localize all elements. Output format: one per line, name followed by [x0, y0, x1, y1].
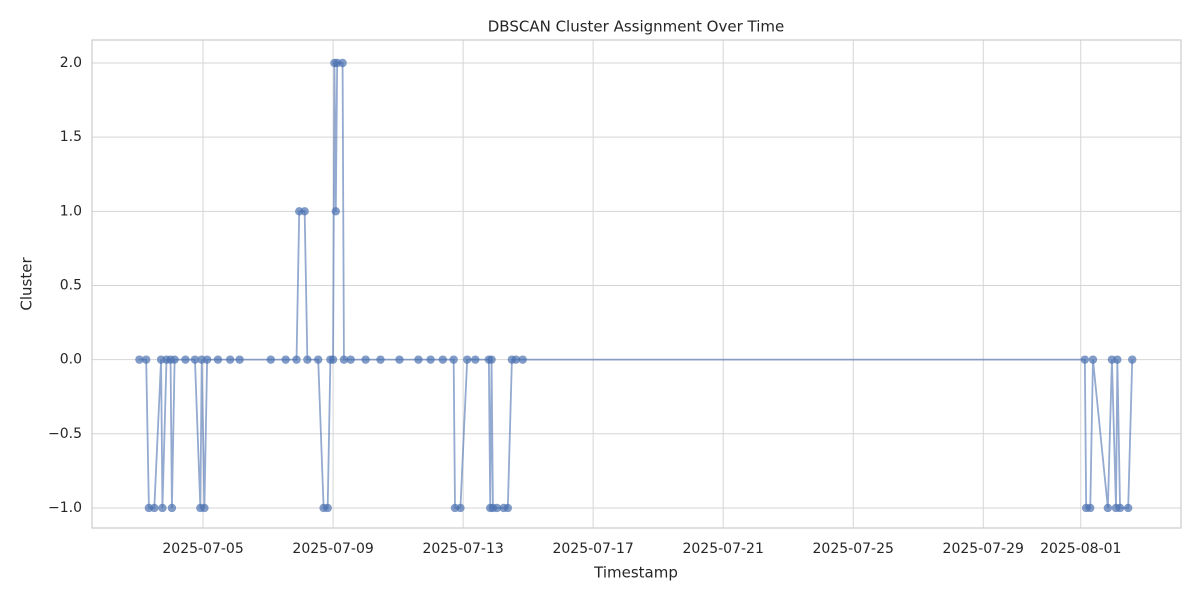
data-point [181, 355, 190, 364]
data-point [1088, 355, 1098, 364]
data-point [135, 355, 144, 364]
y-tick-label: −0.5 [48, 426, 82, 442]
data-point [1103, 503, 1113, 513]
plot-frame [91, 39, 1182, 529]
x-tick-label: 2025-07-13 [422, 541, 503, 557]
data-point [449, 355, 458, 364]
y-tick-label: 0.0 [60, 352, 82, 368]
data-point [346, 355, 355, 364]
y-tick-label: 1.5 [60, 129, 82, 145]
data-point [426, 355, 435, 364]
y-tick-label: 0.5 [60, 277, 82, 293]
data-point [331, 207, 341, 216]
data-point [190, 355, 200, 364]
data-point [1128, 355, 1137, 364]
data-point [300, 207, 309, 216]
y-tick-label: 1.0 [60, 203, 82, 219]
data-point [1115, 503, 1125, 513]
data-point [158, 503, 167, 513]
x-tick-label: 2025-07-05 [162, 541, 243, 557]
y-axis-label: Cluster [18, 257, 36, 311]
x-tick-label: 2025-07-29 [943, 541, 1024, 557]
data-point [167, 503, 177, 513]
data-point [235, 355, 244, 364]
data-point [503, 503, 513, 513]
y-tick-label: 2.0 [60, 55, 82, 71]
data-point [438, 355, 448, 364]
data-point [376, 355, 385, 364]
data-point [313, 355, 323, 364]
data-point [338, 58, 347, 68]
data-point [395, 355, 404, 364]
data-point [200, 503, 209, 513]
data-point [487, 355, 496, 364]
data-point [281, 355, 290, 364]
data-point [225, 355, 235, 364]
x-tick-label: 2025-08-01 [1040, 541, 1121, 557]
x-tick-label: 2025-07-09 [292, 541, 373, 557]
data-point [266, 355, 275, 364]
data-point [492, 503, 502, 513]
data-point [1123, 503, 1133, 513]
data-point [328, 355, 338, 364]
data-point [150, 503, 159, 513]
y-tick-label: −1.0 [48, 500, 82, 516]
data-point [1113, 355, 1122, 364]
data-point [292, 355, 301, 364]
data-point [511, 355, 521, 364]
chart-title: DBSCAN Cluster Assignment Over Time [488, 18, 784, 36]
data-point [1086, 503, 1095, 513]
data-point [170, 355, 179, 364]
data-point [518, 355, 527, 364]
data-point [141, 355, 151, 364]
data-point [1080, 355, 1090, 364]
x-axis-label: Timestamp [593, 564, 678, 582]
data-point [361, 355, 370, 364]
data-point [414, 355, 423, 364]
x-tick-label: 2025-07-25 [813, 541, 894, 557]
x-tick-label: 2025-07-17 [552, 541, 633, 557]
data-point [462, 355, 472, 364]
data-point [471, 355, 480, 364]
x-tick-label: 2025-07-21 [682, 541, 763, 557]
data-point [323, 503, 332, 513]
data-point [213, 355, 223, 364]
data-point [202, 355, 212, 364]
data-point [303, 355, 312, 364]
data-point [456, 503, 465, 513]
data-point [339, 355, 349, 364]
